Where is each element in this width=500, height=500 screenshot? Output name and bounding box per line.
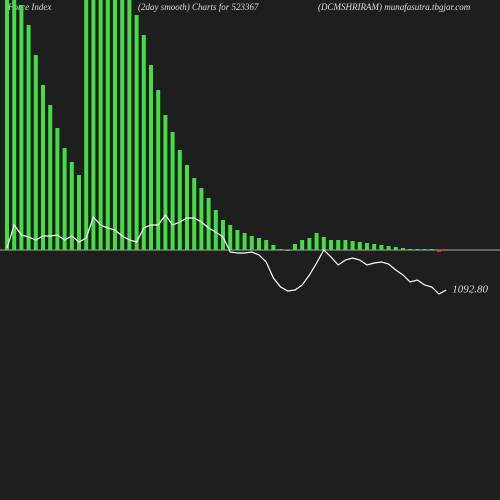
bar	[321, 237, 326, 250]
last-price-label: 1092.80	[452, 284, 488, 296]
bar	[386, 246, 391, 250]
bar	[77, 175, 81, 250]
bar	[379, 245, 384, 250]
bar	[5, 0, 9, 250]
title-left: (Force Index	[5, 2, 51, 12]
bar	[285, 250, 290, 251]
bar	[41, 85, 45, 250]
bar	[199, 188, 204, 250]
bar	[307, 238, 312, 250]
bar	[401, 248, 405, 250]
bar	[300, 240, 305, 250]
bar	[293, 244, 297, 250]
bar	[415, 249, 420, 250]
bar	[235, 230, 240, 250]
bar	[278, 249, 283, 250]
bar	[163, 115, 168, 250]
bar	[314, 233, 319, 250]
bar	[271, 245, 276, 250]
bar	[408, 249, 413, 250]
price-line	[6, 213, 447, 295]
bar	[127, 0, 132, 250]
bar	[134, 15, 139, 250]
bar	[228, 225, 233, 250]
bar	[365, 243, 369, 250]
bar	[48, 105, 53, 250]
bar	[62, 148, 67, 250]
bar	[343, 240, 348, 250]
bar	[105, 0, 110, 250]
bar	[444, 250, 449, 251]
title-right: (DCMSHRIRAM) munafasutra.tbgjar.com	[318, 2, 471, 12]
bar	[19, 5, 24, 250]
bar	[213, 210, 218, 250]
bar	[170, 132, 175, 250]
bar	[84, 0, 89, 250]
bar	[185, 165, 189, 250]
bar	[221, 220, 225, 250]
bar	[336, 240, 341, 250]
bar	[98, 0, 103, 250]
bar	[12, 0, 17, 250]
bar	[91, 0, 96, 250]
bar	[120, 0, 125, 250]
bar	[33, 55, 38, 250]
bar	[177, 150, 182, 250]
bar	[437, 250, 441, 252]
bar	[372, 244, 377, 250]
bar	[357, 242, 362, 250]
bar	[156, 90, 161, 250]
bar	[429, 249, 434, 250]
bar	[393, 247, 398, 250]
bar	[69, 162, 74, 250]
bar	[192, 178, 197, 250]
bar	[26, 25, 31, 250]
bar	[329, 240, 333, 250]
bar	[113, 0, 117, 250]
bar	[264, 240, 269, 250]
bar	[141, 35, 146, 250]
bar	[55, 128, 60, 250]
bar	[257, 238, 261, 250]
bar	[350, 241, 355, 250]
title-mid: (2day smooth) Charts for 523367	[138, 2, 259, 12]
bar	[422, 249, 427, 250]
bar	[206, 198, 211, 250]
bar	[149, 65, 153, 250]
bar	[249, 236, 254, 250]
bar	[242, 233, 247, 250]
